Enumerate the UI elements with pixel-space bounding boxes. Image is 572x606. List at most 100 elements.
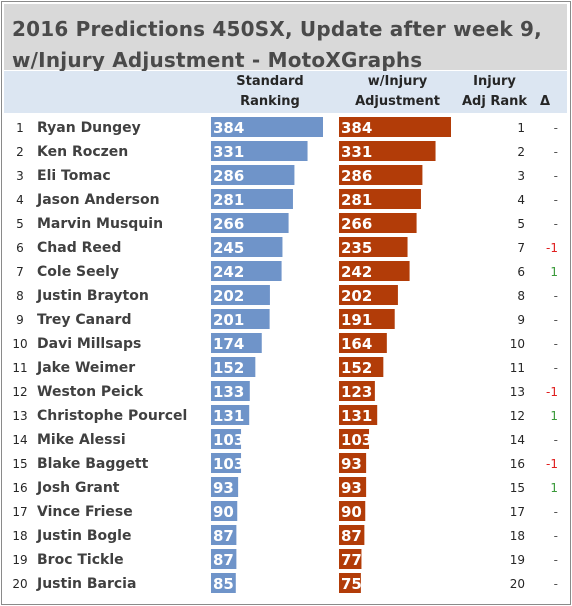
delta-value: - [554,577,558,591]
injury-adjustment-value: 103 [341,431,372,449]
delta-value: - [554,121,558,135]
standard-ranking-bar [211,453,242,473]
injury-adjustment-value: 235 [341,239,372,257]
injury-adjustment-value: 384 [341,119,372,137]
injury-adj-rank-value: 16 [510,457,525,471]
delta-value: - [554,145,558,159]
standard-ranking-bar [211,117,323,137]
standard-ranking-bar [211,429,242,449]
injury-adjustment-bar [339,309,395,329]
rider-name: Cole Seely [37,264,119,280]
standard-ranking-value: 266 [213,215,244,233]
injury-adj-rank-value: 2 [517,145,525,159]
injury-adjustment-bar [339,549,362,569]
injury-adjustment-bar [339,477,367,497]
rider-name: Marvin Musquin [37,216,163,232]
injury-adj-rank-value: 4 [517,193,525,207]
delta-value: - [554,505,558,519]
injury-adjustment-bar [339,525,365,545]
standard-ranking-bar [211,573,236,593]
injury-adj-rank-value: 6 [517,265,525,279]
row-rank-number: 13 [12,409,27,423]
standard-ranking-bar [211,309,270,329]
standard-ranking-value: 133 [213,383,244,401]
injury-adjustment-bar [339,501,366,521]
row-rank-number: 20 [12,577,27,591]
row-rank-number: 9 [16,313,24,327]
row-rank-number: 18 [12,529,27,543]
row-rank-number: 3 [16,169,24,183]
standard-ranking-value: 103 [213,455,244,473]
standard-ranking-value: 87 [213,551,234,569]
injury-adjustment-bar [339,213,417,233]
header-delta: Δ [539,94,551,109]
standard-ranking-value: 286 [213,167,244,185]
row-rank-number: 5 [16,217,24,231]
delta-value: - [554,361,558,375]
injury-adj-rank-value: 5 [517,217,525,231]
rider-name: Blake Baggett [37,456,149,472]
delta-value: -1 [546,385,558,399]
injury-adjustment-bar [339,333,387,353]
injury-adjustment-bar [339,237,408,257]
injury-adjustment-value: 93 [341,455,362,473]
injury-adjustment-value: 93 [341,479,362,497]
standard-ranking-value: 131 [213,407,244,425]
rider-name: Jason Anderson [36,192,160,208]
injury-adjustment-value: 242 [341,263,372,281]
injury-adjustment-value: 281 [341,191,372,209]
injury-adjustment-value: 266 [341,215,372,233]
injury-adjustment-value: 131 [341,407,372,425]
header-injury-line-1: w/Injury [367,74,428,89]
row-rank-number: 19 [12,553,27,567]
chart-title-line-2: w/Injury Adjustment - MotoXGraphs [12,48,423,72]
standard-ranking-value: 384 [213,119,244,137]
header-standard-line-2: Ranking [240,94,300,109]
standard-ranking-value: 242 [213,263,244,281]
injury-adjustment-value: 77 [341,551,362,569]
rider-name: Davi Millsaps [37,336,141,352]
row-rank-number: 1 [16,121,24,135]
injury-adj-rank-value: 19 [510,553,525,567]
injury-adjustment-value: 191 [341,311,372,329]
delta-value: - [554,553,558,567]
row-rank-number: 4 [16,193,24,207]
injury-adj-rank-value: 17 [510,505,525,519]
rider-name: Ken Roczen [37,144,128,160]
injury-adjustment-bar [339,405,378,425]
standard-ranking-value: 201 [213,311,244,329]
injury-adjustment-bar [339,285,398,305]
standard-ranking-bar [211,165,295,185]
row-rank-number: 10 [12,337,27,351]
delta-value: - [554,337,558,351]
rider-name: Josh Grant [36,480,120,496]
injury-adjustment-bar [339,261,410,281]
column-header-band [4,71,567,113]
standard-ranking-value: 103 [213,431,244,449]
injury-adj-rank-value: 11 [510,361,525,375]
injury-adjustment-bar [339,573,361,593]
injury-adjustment-bar [339,357,384,377]
rider-name: Eli Tomac [37,168,111,184]
delta-value: - [554,433,558,447]
row-rank-number: 12 [12,385,27,399]
injury-adj-rank-value: 1 [517,121,525,135]
standard-ranking-value: 152 [213,359,244,377]
standard-ranking-value: 202 [213,287,244,305]
rider-name: Trey Canard [37,312,131,328]
injury-adjustment-bar [339,165,423,185]
injury-adj-rank-value: 20 [510,577,525,591]
header-injury-adjustment: w/Injury Adjustment [340,72,455,112]
row-rank-number: 11 [12,361,27,375]
injury-adjustment-value: 286 [341,167,372,185]
header-standard-line-1: Standard [236,74,304,89]
delta-value: -1 [546,457,558,471]
chart-title-line-1: 2016 Predictions 450SX, Update after wee… [12,17,542,41]
standard-ranking-bar [211,549,237,569]
row-rank-number: 14 [12,433,27,447]
delta-value: -1 [546,241,558,255]
rider-name: Jake Weimer [36,360,135,376]
standard-ranking-bar [211,477,239,497]
standard-ranking-bar [211,237,283,257]
